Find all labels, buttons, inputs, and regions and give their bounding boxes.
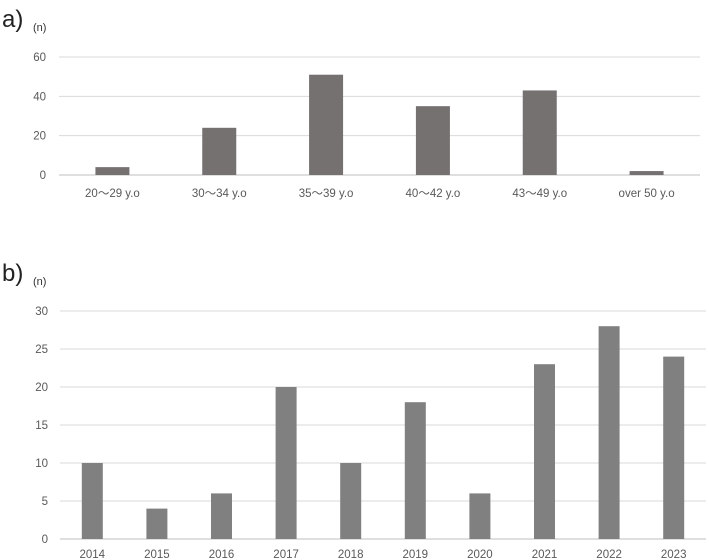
y-tick-label: 5 — [42, 496, 48, 508]
panel-b-unit-label: (n) — [33, 276, 46, 288]
y-tick-label: 15 — [35, 420, 48, 432]
y-tick-label: 20 — [35, 382, 48, 394]
bar — [598, 326, 620, 539]
bar — [275, 387, 297, 539]
bar — [404, 402, 426, 539]
x-tick-label: over 50 y.o — [619, 188, 675, 200]
bar — [211, 493, 232, 539]
bar — [534, 364, 555, 539]
x-tick-label: 40〜42 y.o — [406, 188, 461, 200]
panel-b-label: b) — [2, 260, 23, 287]
chart-panel-a: a) (n) 0 20 40 60 20〜29 y.o 30〜34 y.o 35〜39 y.… — [2, 6, 700, 200]
y-tick-label: 0 — [40, 170, 46, 182]
bar — [469, 493, 491, 539]
panel-a-label: a) — [2, 6, 23, 33]
x-tick-label: 2018 — [338, 549, 364, 560]
bar — [663, 356, 685, 539]
x-tick-label: 2021 — [532, 549, 558, 560]
x-tick-label: 2023 — [661, 549, 687, 560]
bar — [309, 74, 344, 175]
x-tick-label: 2022 — [596, 549, 622, 560]
x-tick-label: 2020 — [467, 549, 493, 560]
bar — [340, 463, 362, 539]
chart-panel-b: b) (n) 0 5 10 15 20 25 30 2014 2015 2016 2017 2018 2… — [2, 260, 706, 560]
y-tick-label: 30 — [35, 306, 48, 318]
x-tick-label: 2016 — [209, 549, 235, 560]
y-tick-label: 20 — [33, 131, 46, 143]
y-tick-label: 25 — [35, 344, 48, 356]
bar — [95, 167, 130, 175]
x-tick-label: 20〜29 y.o — [85, 188, 140, 200]
y-tick-label: 10 — [35, 458, 48, 470]
y-tick-label: 40 — [33, 91, 46, 103]
x-tick-label: 2014 — [80, 549, 106, 560]
bar — [415, 106, 450, 175]
bar — [146, 508, 168, 539]
x-tick-label: 2019 — [403, 549, 429, 560]
x-tick-label: 2017 — [273, 549, 299, 560]
bar — [522, 90, 557, 175]
x-tick-label: 43〜49 y.o — [512, 188, 567, 200]
panel-a-unit-label: (n) — [33, 22, 46, 34]
y-tick-label: 0 — [42, 534, 48, 546]
bar — [202, 127, 237, 175]
x-tick-label: 2015 — [144, 549, 170, 560]
x-tick-label: 35〜39 y.o — [299, 188, 354, 200]
bar — [629, 171, 664, 175]
x-tick-label: 30〜34 y.o — [192, 188, 247, 200]
bar — [81, 463, 103, 539]
y-tick-label: 60 — [33, 52, 46, 64]
